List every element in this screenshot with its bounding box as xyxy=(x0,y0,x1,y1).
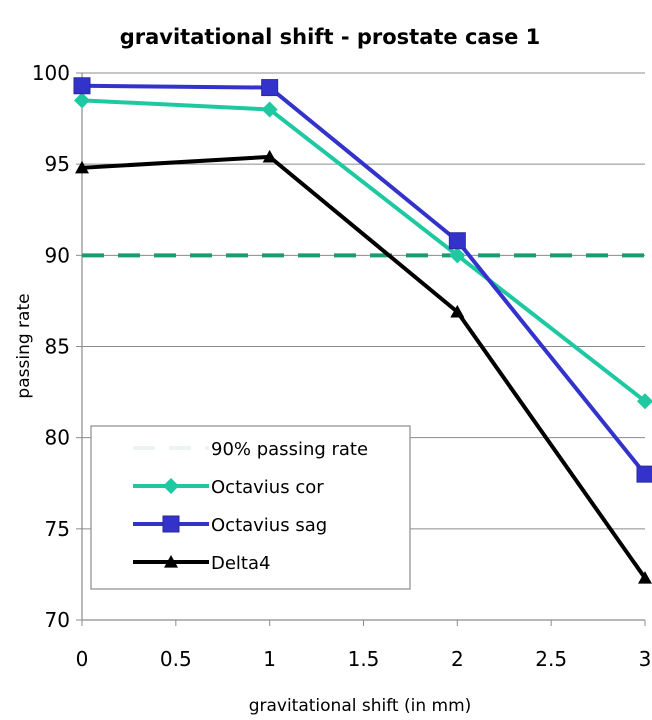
x-tick-labels: 0 0.5 1 1.5 2 2.5 3 xyxy=(76,647,652,671)
y-tick-70: 70 xyxy=(45,608,70,632)
point-delta4-3 xyxy=(638,571,652,584)
x-tick-1: 1 xyxy=(263,647,276,671)
y-tick-90: 90 xyxy=(45,243,70,267)
point-octavius-sag-1 xyxy=(261,79,279,97)
legend-label-delta4: Delta4 xyxy=(211,553,270,574)
point-octavius-cor-0 xyxy=(74,92,90,109)
x-tick-0: 0 xyxy=(76,647,89,671)
point-delta4-1 xyxy=(262,149,277,163)
x-tick-2: 2 xyxy=(451,647,464,671)
x-tick-1.5: 1.5 xyxy=(348,647,380,671)
point-octavius-cor-2 xyxy=(449,247,466,264)
y-tick-labels: 70 75 80 85 90 95 100 xyxy=(32,61,70,632)
point-octavius-sag-2 xyxy=(448,232,466,250)
legend-label-octavius-cor: Octavius cor xyxy=(211,477,324,498)
legend-label-90-passing-rate: 90% passing rate xyxy=(211,439,368,460)
x-tick-2.5: 2.5 xyxy=(535,647,567,671)
y-axis-label: passing rate xyxy=(14,293,34,398)
series-line-delta4 xyxy=(81,154,647,580)
y-tick-85: 85 xyxy=(45,335,70,359)
point-octavius-cor-3 xyxy=(637,393,652,410)
legend-marker-octavius-sag xyxy=(162,515,180,533)
point-octavius-sag-3 xyxy=(636,465,652,483)
series-group xyxy=(73,77,652,584)
series-delta4 xyxy=(75,149,652,584)
point-octavius-sag-0 xyxy=(73,77,91,95)
x-axis-label: gravitational shift (in mm) xyxy=(249,696,472,716)
chart-title: gravitational shift - prostate case 1 xyxy=(120,25,541,49)
point-delta4-2 xyxy=(450,304,465,318)
series-line-octavius-sag xyxy=(81,83,647,476)
y-tick-100: 100 xyxy=(32,61,70,85)
y-tick-95: 95 xyxy=(45,152,70,176)
series-octavius-sag xyxy=(73,77,652,483)
legend-marker-octavius-cor xyxy=(163,478,179,494)
y-tick-80: 80 xyxy=(45,426,70,450)
point-delta4-0 xyxy=(75,160,89,174)
legend-label-octavius-sag: Octavius sag xyxy=(211,515,327,536)
legend-marker-delta4 xyxy=(164,555,178,568)
series-line-octavius-cor xyxy=(81,98,647,403)
y-tick-75: 75 xyxy=(45,517,70,541)
series-octavius-cor xyxy=(74,92,652,410)
point-octavius-cor-1 xyxy=(261,101,278,118)
legend: 90% passing rate Octavius cor Octavius sag… xyxy=(90,425,411,590)
x-tick-3: 3 xyxy=(639,647,652,671)
x-tick-0.5: 0.5 xyxy=(160,647,192,671)
